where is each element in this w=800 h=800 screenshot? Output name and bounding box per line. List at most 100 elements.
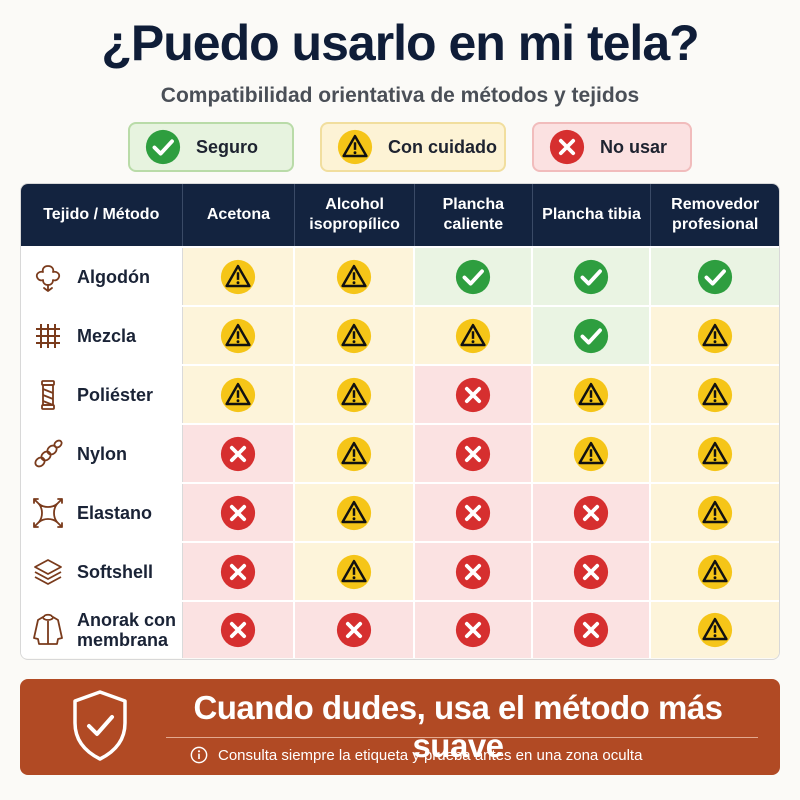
legend-no: No usar <box>532 122 692 172</box>
cross-icon <box>573 612 609 648</box>
legend-care: Con cuidado <box>320 122 506 172</box>
layers-icon <box>34 558 62 585</box>
warning-icon <box>573 436 609 471</box>
header-method: Plancha caliente <box>415 184 533 246</box>
fabric-label: Poliéster <box>77 384 154 405</box>
thread-spool-icon <box>41 379 55 410</box>
warning-icon <box>220 259 256 294</box>
page-title: ¿Puedo usarlo en mi tela? <box>101 15 699 71</box>
fabric-cell: Elastano <box>21 484 183 541</box>
rating-cell-care <box>295 248 415 305</box>
rating-cell-no <box>414 484 533 541</box>
cross-icon <box>455 495 490 530</box>
header-method: Plancha tibia <box>533 184 652 246</box>
rating-cell-no <box>414 543 533 600</box>
table-row: Poliéster <box>21 364 779 423</box>
table-row: Nylon <box>21 423 779 482</box>
tip-banner: Cuando dudes, usa el método más suave Co… <box>20 679 780 775</box>
rating-cell-care <box>532 425 652 482</box>
check-icon <box>698 259 733 294</box>
cross-icon <box>220 612 256 648</box>
shield-check-icon <box>73 690 127 761</box>
rating-cell-care <box>532 366 652 423</box>
banner-headline: Cuando dudes, usa el método más suave <box>193 689 723 764</box>
warning-icon <box>337 259 372 294</box>
rating-cell-no <box>295 602 415 658</box>
fabric-label: Softshell <box>77 561 154 582</box>
rating-cell-care <box>651 366 779 423</box>
fabric-cell: Anorak con membrana <box>21 602 183 658</box>
table-row: Anorak con membrana <box>21 600 779 658</box>
rating-cell-care <box>295 425 415 482</box>
warning-icon <box>698 495 733 530</box>
check-icon <box>455 259 490 294</box>
cross-icon <box>455 436 490 471</box>
rating-cell-care <box>651 602 779 658</box>
cross-icon <box>573 554 609 589</box>
rating-cell-care <box>651 543 779 600</box>
warning-icon <box>698 318 733 353</box>
page-subtitle: Compatibilidad orientativa de métodos y … <box>160 84 640 107</box>
banner-divider <box>166 737 758 738</box>
warning-icon <box>698 554 733 589</box>
table-row: Elastano <box>21 482 779 541</box>
rating-cell-no <box>182 484 296 541</box>
jacket-icon <box>33 613 63 645</box>
legend-no-label: No usar <box>600 136 668 157</box>
table-header: Tejido / Método Acetona Alcohol isopropí… <box>21 184 779 246</box>
compatibility-table: Tejido / Método Acetona Alcohol isopropí… <box>20 183 780 660</box>
legend-safe: Seguro <box>128 122 294 172</box>
cotton-icon <box>35 264 61 292</box>
fabric-label: Elastano <box>77 502 153 523</box>
cross-icon <box>573 495 609 530</box>
warning-icon <box>220 318 256 353</box>
rating-cell-no <box>532 602 652 658</box>
fabric-cell: Algodón <box>21 248 183 305</box>
legend-safe-label: Seguro <box>196 136 259 157</box>
warning-icon <box>573 377 609 412</box>
rating-cell-safe <box>532 248 652 305</box>
table-row: Softshell <box>21 541 779 600</box>
rating-cell-care <box>295 307 415 364</box>
stretch-icon <box>33 497 63 528</box>
cross-icon <box>337 612 372 648</box>
rating-cell-no <box>414 425 533 482</box>
rating-cell-care <box>651 484 779 541</box>
check-icon <box>573 259 609 294</box>
cross-icon <box>455 554 490 589</box>
rating-cell-care <box>182 366 296 423</box>
cross-icon <box>220 436 256 471</box>
rating-cell-care <box>182 307 296 364</box>
fabric-cell: Mezcla <box>21 307 183 364</box>
rating-cell-care <box>651 425 779 482</box>
rating-cell-no <box>182 543 296 600</box>
rating-cell-no <box>182 602 296 658</box>
warning-icon <box>337 436 372 471</box>
rating-cell-care <box>182 248 296 305</box>
cross-icon <box>220 495 256 530</box>
table-row: Mezcla <box>21 305 779 364</box>
rating-cell-care <box>414 307 533 364</box>
rating-cell-safe <box>651 248 779 305</box>
check-icon <box>573 318 609 353</box>
warning-icon <box>698 612 733 648</box>
warning-icon <box>455 318 490 353</box>
check-icon <box>145 129 181 165</box>
header-corner: Tejido / Método <box>21 184 183 246</box>
legend-care-label: Con cuidado <box>388 136 497 157</box>
fabric-label: Anorak con membrana <box>77 610 177 650</box>
fabric-label: Mezcla <box>77 325 137 346</box>
fabric-cell: Softshell <box>21 543 183 600</box>
cross-icon <box>549 129 585 165</box>
header-method: Acetona <box>183 184 296 246</box>
banner-note-text: Consulta siempre la etiqueta y prueba an… <box>218 746 643 764</box>
warning-icon <box>337 377 372 412</box>
rating-cell-care <box>295 366 415 423</box>
cross-icon <box>455 612 490 648</box>
rating-cell-no <box>532 484 652 541</box>
fabric-cell: Poliéster <box>21 366 183 423</box>
rating-cell-care <box>295 484 415 541</box>
warning-icon <box>337 318 372 353</box>
rating-cell-safe <box>532 307 652 364</box>
warning-icon <box>337 495 372 530</box>
